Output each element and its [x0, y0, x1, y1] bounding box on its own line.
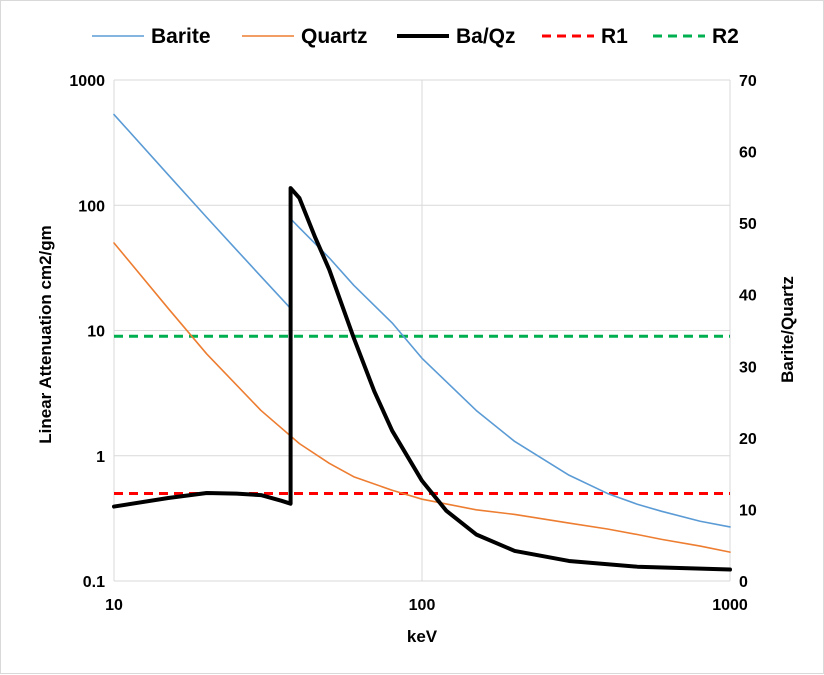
- y-tick-label: 1: [96, 449, 105, 466]
- series-layer: [112, 113, 732, 572]
- x-tick-label: 10: [105, 597, 123, 614]
- y2-tick-label: 20: [739, 431, 757, 448]
- x-tick-label: 1000: [712, 597, 748, 614]
- series-line-ba-qz: [112, 186, 732, 572]
- y-tick-label: 10: [87, 324, 105, 341]
- x-axis-title: keV: [407, 627, 438, 646]
- legend-label: R2: [712, 25, 739, 48]
- y2-tick-label: 70: [739, 73, 757, 90]
- legend-label: Ba/Qz: [456, 25, 516, 48]
- y2-tick-label: 40: [739, 288, 757, 305]
- tick-labels: 0.1 1 10 100 1000 10 100 1000 0 10 20 30 40 50 60 70: [69, 73, 756, 614]
- legend: Barite Quartz Ba/Qz R1 R2: [92, 25, 739, 48]
- y-tick-label: 100: [78, 198, 105, 215]
- y2-tick-label: 0: [739, 574, 748, 591]
- legend-label: Barite: [151, 25, 211, 48]
- y2-tick-label: 60: [739, 145, 757, 162]
- y-tick-label: 1000: [69, 73, 105, 90]
- y-axis-title: Linear Attenuation cm2/gm: [36, 225, 55, 444]
- grid-layer: [113, 79, 731, 581]
- y2-tick-label: 10: [739, 502, 757, 519]
- y2-tick-label: 50: [739, 216, 757, 233]
- series-line-quartz: [113, 242, 731, 553]
- series-line-barite: [113, 113, 731, 528]
- x-tick-label: 100: [409, 597, 436, 614]
- legend-label: Quartz: [301, 25, 368, 48]
- legend-label: R1: [601, 25, 628, 48]
- y2-tick-label: 30: [739, 359, 757, 376]
- y2-axis-title: Barite/Quartz: [778, 276, 797, 383]
- y-tick-label: 0.1: [83, 574, 105, 591]
